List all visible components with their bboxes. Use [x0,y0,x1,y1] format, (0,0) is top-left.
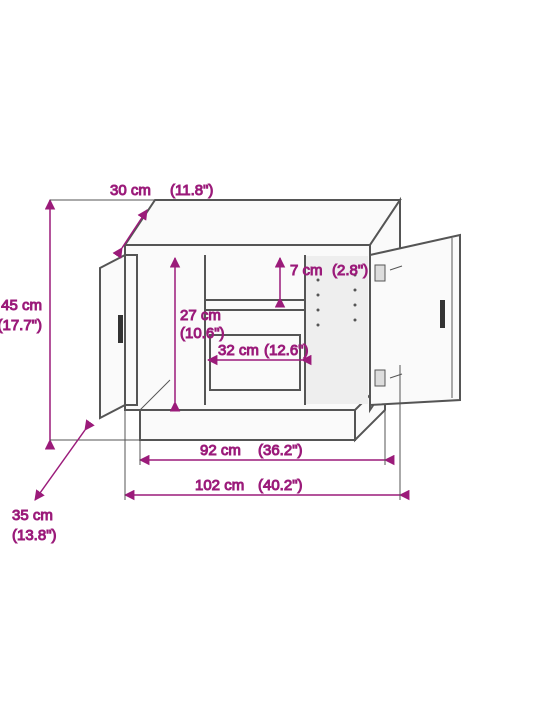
dim-base-cm: 92 cm [200,442,241,459]
handle-left [118,315,123,343]
dim-depth-cm: 35 cm [12,507,53,524]
dimension-diagram: 45 cm (17.7") 35 cm (13.8") 30 cm (11.8"… [0,0,540,720]
dim-inner-in: (10.6") [180,325,225,342]
dim-full-cm: 102 cm [195,477,244,494]
dim-height-in: (17.7") [0,317,42,334]
cabinet [100,200,460,440]
dim-full-in: (40.2") [258,477,303,494]
dim-shelf-in: (12.6") [264,342,309,359]
dim-topdepth-in: (11.8") [170,182,213,199]
dim-gap-cm: 7 cm [290,262,323,279]
dim-height-cm: 45 cm [1,297,42,314]
dim-inner-cm: 27 cm [180,307,221,324]
dim-topdepth-cm: 30 cm [110,182,151,199]
dim-base-in: (36.2") [258,442,303,459]
handle-right [440,300,445,328]
dim-gap-in: (2.8") [332,262,368,279]
dim-depth-in: (13.8") [12,527,57,544]
dim-shelf-cm: 32 cm [218,342,259,359]
